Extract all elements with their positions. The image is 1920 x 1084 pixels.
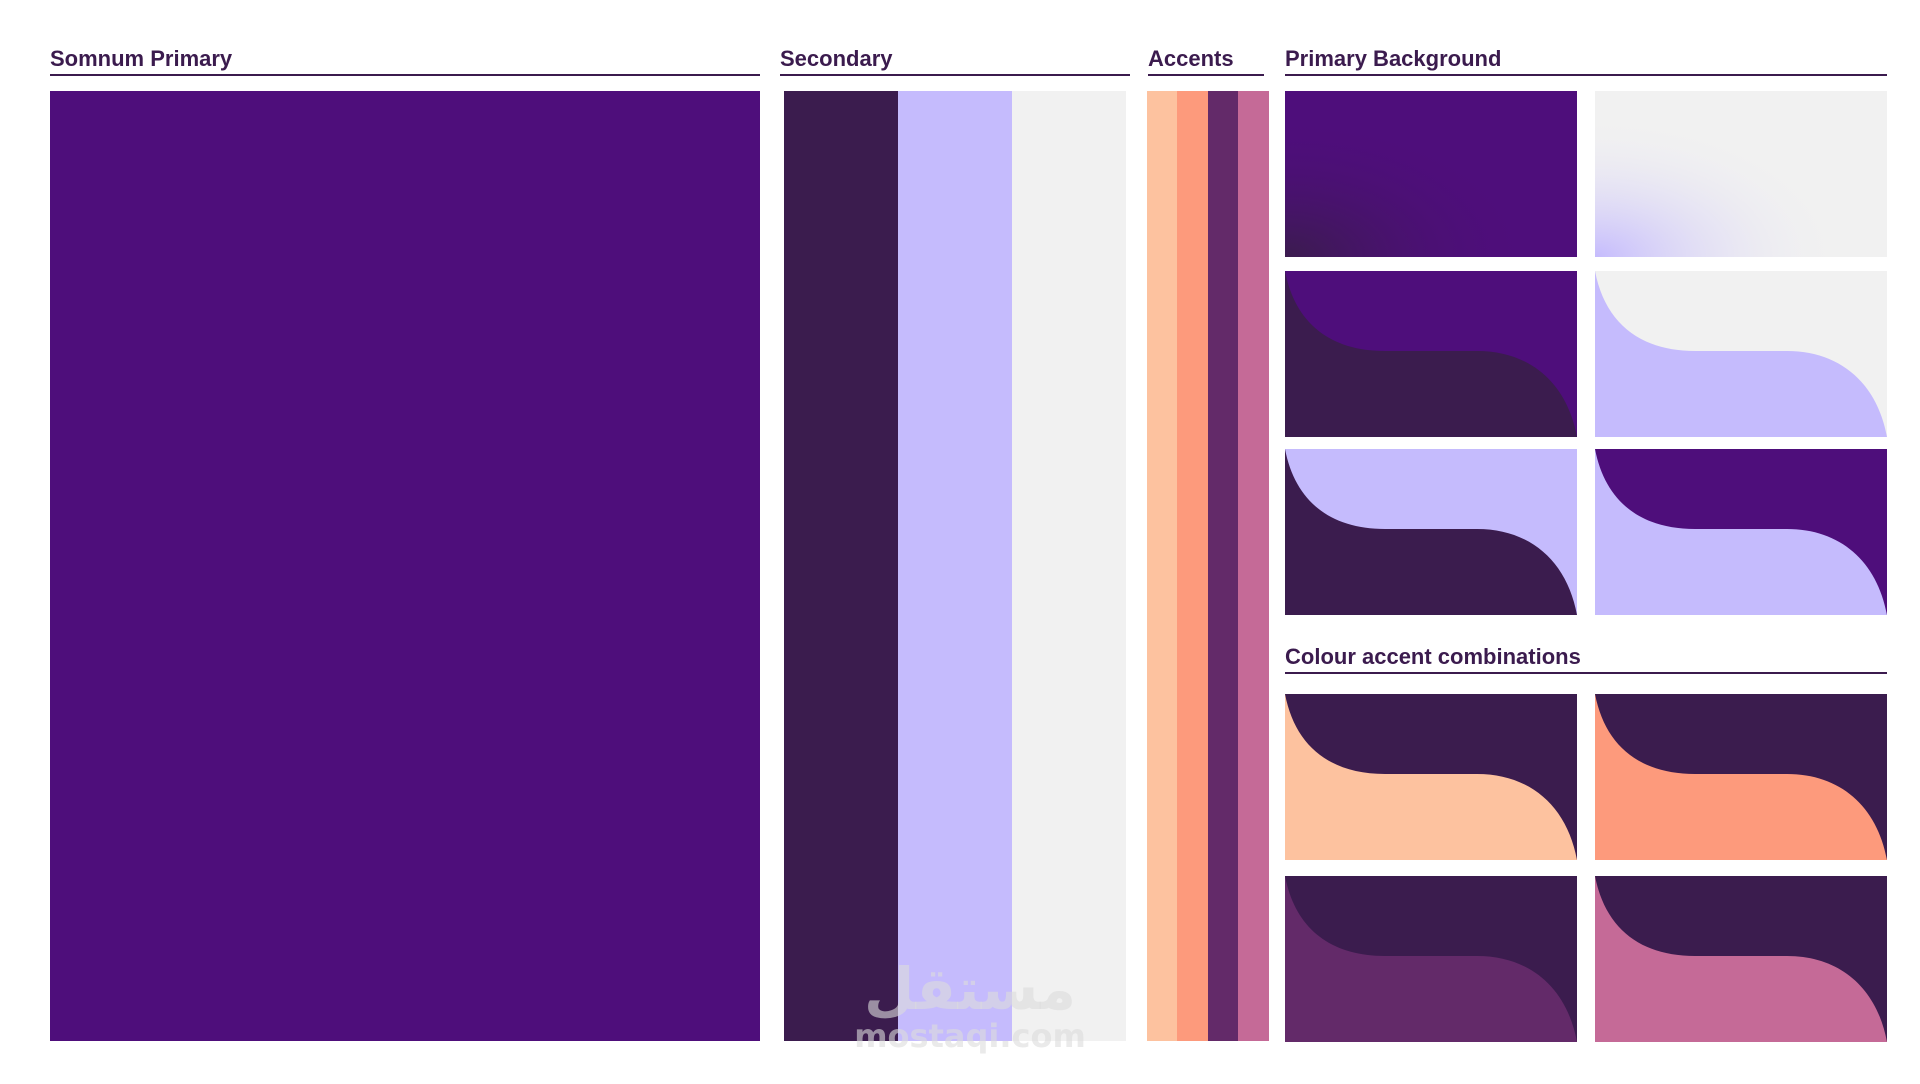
primary-swatch — [50, 91, 760, 1041]
primary-background-rule — [1285, 74, 1887, 76]
accents-rule — [1148, 74, 1264, 76]
tile-gradient-wash — [1595, 91, 1887, 257]
accent-swatch-plum — [1208, 91, 1238, 1041]
accent-combination-tile-3 — [1285, 876, 1577, 1042]
primary-rule — [50, 74, 760, 76]
tile-gradient-wash — [1285, 91, 1577, 257]
tile-wave-shape — [1285, 876, 1577, 1042]
accent-combination-tile-4 — [1595, 876, 1887, 1042]
tile-wave-shape — [1595, 449, 1887, 615]
accent-combination-tile-2 — [1595, 694, 1887, 860]
background-tile-6 — [1595, 449, 1887, 615]
tile-wave-shape — [1595, 694, 1887, 860]
background-tile-1 — [1285, 91, 1577, 257]
accent-swatch-mauve — [1238, 91, 1269, 1041]
secondary-swatches — [784, 91, 1126, 1041]
background-tile-4 — [1595, 271, 1887, 437]
accent-combination-tile-1 — [1285, 694, 1577, 860]
secondary-swatch-lavender — [898, 91, 1012, 1041]
primary-heading: Somnum Primary — [50, 46, 233, 71]
background-tile-3 — [1285, 271, 1577, 437]
secondary-rule — [780, 74, 1130, 76]
background-tile-5 — [1285, 449, 1577, 615]
tile-wave-shape — [1285, 449, 1577, 615]
tile-wave-shape — [1285, 694, 1577, 860]
accents-heading: Accents — [1148, 46, 1234, 71]
secondary-swatch-light-grey — [1012, 91, 1126, 1041]
accent-swatch-peach — [1147, 91, 1177, 1041]
tile-wave-shape — [1595, 876, 1887, 1042]
accent-swatch-coral — [1177, 91, 1208, 1041]
combinations-rule — [1285, 672, 1887, 674]
combinations-heading: Colour accent combinations — [1285, 644, 1581, 669]
tile-wave-shape — [1285, 271, 1577, 437]
tile-wave-shape — [1595, 271, 1887, 437]
secondary-swatch-dark — [784, 91, 898, 1041]
accent-swatches — [1147, 91, 1269, 1041]
primary-background-heading: Primary Background — [1285, 46, 1502, 71]
secondary-heading: Secondary — [780, 46, 893, 71]
background-tile-2 — [1595, 91, 1887, 257]
